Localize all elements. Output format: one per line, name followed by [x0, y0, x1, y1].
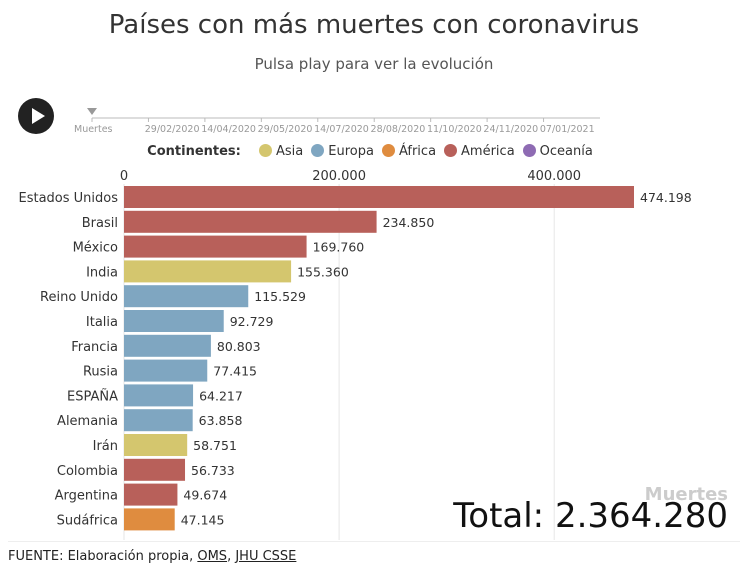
legend-item[interactable]: Asia — [259, 144, 303, 159]
bar — [124, 458, 186, 481]
source-separator: , — [227, 549, 236, 564]
bar — [124, 285, 249, 308]
total-value: Total: 2.364.280 — [453, 496, 728, 536]
timeline-date-label: 14/07/2020 — [314, 124, 369, 135]
legend-item[interactable]: Europa — [311, 144, 374, 159]
value-label: 80.803 — [217, 339, 261, 354]
legend-swatch — [311, 144, 325, 157]
value-label: 77.415 — [213, 364, 257, 379]
category-label: Irán — [93, 439, 118, 454]
value-label: 49.674 — [183, 488, 227, 503]
total-label: Muertes — [644, 484, 728, 505]
bar — [124, 384, 194, 407]
legend: Continentes: Asia Europa África América Ocea… — [0, 144, 748, 159]
timeline-date-label: 07/01/2021 — [540, 124, 595, 135]
category-label: Estados Unidos — [18, 191, 118, 206]
source-link-oms[interactable]: OMS — [197, 549, 228, 564]
value-label: 92.729 — [230, 314, 274, 329]
category-label: México — [73, 241, 118, 256]
legend-swatch — [259, 144, 273, 157]
category-label: ESPAÑA — [67, 388, 118, 404]
x-tick-label: 0 — [120, 169, 128, 184]
bar — [124, 260, 292, 283]
bar — [124, 359, 208, 382]
bar — [124, 210, 377, 233]
source-divider — [8, 541, 740, 542]
play-icon — [32, 108, 45, 124]
value-label: 58.751 — [193, 438, 237, 453]
source-link-jhu[interactable]: JHU CSSE — [235, 549, 297, 564]
value-label: 474.198 — [640, 190, 692, 205]
legend-label: Asia — [276, 144, 304, 159]
timeline-handle — [87, 108, 97, 115]
legend-item[interactable]: Oceanía — [522, 144, 593, 159]
value-label: 56.733 — [191, 463, 235, 478]
timeline-date-label: 29/05/2020 — [258, 124, 313, 135]
bar — [124, 434, 188, 456]
category-label: India — [86, 265, 118, 280]
legend-label: Europa — [328, 144, 374, 159]
timeline-date-label: 14/04/2020 — [201, 124, 256, 135]
value-label: 115.529 — [254, 289, 306, 304]
x-tick-label: 200.000 — [312, 169, 366, 184]
bar — [124, 186, 634, 208]
timeline-date-label: 24/11/2020 — [483, 124, 538, 135]
category-label: Reino Unido — [40, 290, 118, 305]
play-button[interactable] — [18, 98, 54, 134]
category-label: Francia — [71, 340, 118, 355]
category-label: Sudáfrica — [57, 513, 118, 528]
legend-swatch — [522, 144, 536, 157]
legend-label: África — [398, 144, 437, 159]
legend-swatch — [381, 144, 395, 157]
legend-title: Continentes: — [147, 144, 241, 159]
category-label: Argentina — [55, 489, 118, 504]
legend-label: América — [461, 144, 515, 159]
timeline-slider[interactable]: Muertes 29/02/2020 14/04/2020 29/05/2020 14/… — [70, 100, 610, 136]
category-label: Rusia — [83, 365, 118, 380]
bar-chart: 0 200.000 400.000 Estados Unidos 474.198 Bras… — [18, 169, 692, 540]
value-label: 63.858 — [199, 413, 243, 428]
source-prefix: FUENTE: Elaboración propia, — [8, 549, 198, 564]
timeline-date-label: 29/02/2020 — [145, 124, 200, 135]
value-label: 155.360 — [297, 264, 349, 279]
source-note: FUENTE: Elaboración propia, OMS, JHU CSS… — [8, 549, 296, 564]
value-label: 64.217 — [199, 388, 243, 403]
legend-swatch — [444, 144, 458, 157]
bar — [124, 334, 211, 357]
chart-title: Países con más muertes con coronavirus — [108, 10, 640, 40]
bar — [124, 235, 307, 258]
timeline-date-label: 11/10/2020 — [427, 124, 482, 135]
legend-item[interactable]: América — [444, 144, 515, 159]
x-tick-label: 400.000 — [527, 169, 581, 184]
value-label: 47.145 — [181, 512, 225, 527]
legend-label: Oceanía — [539, 144, 593, 159]
bar — [124, 310, 224, 332]
category-label: Alemania — [57, 414, 118, 429]
bar — [124, 508, 175, 531]
category-label: Colombia — [57, 464, 118, 479]
chart-subtitle: Pulsa play para ver la evolución — [254, 55, 494, 73]
category-label: Italia — [86, 315, 118, 330]
bar — [124, 409, 193, 432]
bar — [124, 483, 178, 506]
timeline-date-label: 28/08/2020 — [371, 124, 426, 135]
category-label: Brasil — [82, 216, 118, 231]
timeline-start-label: Muertes — [74, 124, 113, 135]
legend-item[interactable]: África — [381, 144, 437, 159]
value-label: 169.760 — [313, 240, 365, 255]
value-label: 234.850 — [383, 215, 435, 230]
